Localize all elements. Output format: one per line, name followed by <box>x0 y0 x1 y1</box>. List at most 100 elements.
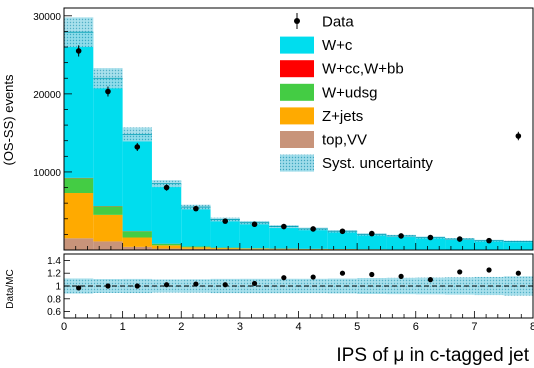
data-point <box>486 237 492 244</box>
data-point <box>427 234 434 241</box>
ratio-y-tick-label: 0.6 <box>47 307 61 318</box>
bar-top-vv <box>151 248 182 250</box>
x-tick-label: 3 <box>237 321 243 333</box>
legend-swatch-w-udsg <box>280 83 314 101</box>
bar-w-c <box>445 239 475 250</box>
y-axis-title: (OS-SS) events <box>1 74 16 166</box>
data-point <box>515 133 522 139</box>
bar-z-jets <box>181 247 211 249</box>
bar-w-udsg <box>181 246 211 248</box>
data-point <box>339 228 346 235</box>
ratio-point <box>76 285 82 291</box>
bar-w-c <box>93 78 123 207</box>
legend-swatch-w-c <box>280 36 314 54</box>
data-point <box>281 223 287 230</box>
bar-w-c <box>415 237 446 250</box>
x-tick-label: 5 <box>354 321 360 333</box>
data-point <box>222 218 229 224</box>
ratio-syst-band <box>327 278 358 294</box>
data-point <box>456 236 463 242</box>
data-point <box>193 205 199 212</box>
bar-z-jets <box>151 245 182 249</box>
ratio-axis-title: Data/MC <box>5 269 16 308</box>
ratio-point <box>339 270 346 276</box>
legend-label-syst-uncertainty: Syst. uncertainty <box>322 155 433 172</box>
legend-label-w-c: W+c <box>322 37 353 54</box>
ratio-y-tick-label: 1.4 <box>47 256 61 267</box>
bar-w-udsg <box>93 206 123 215</box>
bar-z-jets <box>210 248 240 250</box>
bar-w-c <box>474 240 504 250</box>
bar-w-c <box>327 231 358 249</box>
y-tick-label: 30000 <box>33 12 61 23</box>
bar-z-jets <box>122 237 152 247</box>
x-tick-label: 1 <box>120 321 126 333</box>
ratio-syst-band <box>503 276 533 296</box>
legend-label-w-udsg: W+udsg <box>322 84 377 101</box>
legend-marker-data <box>294 18 300 24</box>
ratio-syst-band <box>415 277 446 295</box>
bar-w-c <box>357 234 387 250</box>
bar-w-c <box>503 241 533 250</box>
data-point <box>105 88 111 95</box>
ratio-point <box>163 282 170 288</box>
bar-w-c <box>151 183 182 244</box>
data-point <box>310 226 316 232</box>
legend-swatch-z-jets <box>280 107 314 125</box>
legend-swatch-top-vv <box>280 131 314 148</box>
ratio-y-tick-label: 0.8 <box>47 294 61 305</box>
bar-w-c <box>386 235 416 250</box>
x-tick-label: 7 <box>471 321 477 333</box>
bar-top-vv <box>93 241 123 250</box>
data-point <box>398 233 404 239</box>
bar-w-c <box>298 228 328 249</box>
ratio-point <box>193 281 199 287</box>
ratio-point <box>222 282 228 288</box>
ratio-y-tick-label: 1.2 <box>47 269 61 280</box>
bar-w-c <box>181 207 211 247</box>
x-tick-label: 4 <box>295 321 301 333</box>
legend-label-top-vv: top,VV <box>322 132 367 149</box>
legend-swatch-w-cc-w-bb <box>280 60 314 78</box>
ratio-point <box>281 275 287 281</box>
x-tick-label: 6 <box>413 321 419 333</box>
data-point <box>251 221 258 228</box>
bar-w-udsg <box>151 243 182 246</box>
ratio-point <box>369 271 375 278</box>
bar-top-vv <box>64 238 94 250</box>
bar-w-c <box>210 219 240 248</box>
ratio-point <box>398 273 404 279</box>
bar-z-jets <box>64 193 94 239</box>
x-axis-title: IPS of μ in c-tagged jet <box>336 345 529 366</box>
x-tick-label: 0 <box>61 321 67 333</box>
data-point <box>163 184 170 191</box>
ratio-point <box>457 269 463 275</box>
ratio-point <box>251 280 258 287</box>
ratio-point <box>427 277 434 283</box>
stacked-histogram <box>64 32 533 250</box>
bar-z-jets <box>239 248 270 250</box>
bar-w-udsg <box>64 178 94 194</box>
ratio-point <box>134 283 140 289</box>
ratio-point <box>486 267 492 273</box>
x-tick-label: 8 <box>530 321 534 333</box>
legend-label-data: Data <box>322 14 354 31</box>
bar-w-udsg <box>122 231 152 238</box>
y-tick-label: 10000 <box>33 168 61 179</box>
legend-label-w-cc-w-bb: W+cc,W+bb <box>322 61 404 78</box>
bar-top-vv <box>122 246 152 250</box>
bar-z-jets <box>93 214 123 242</box>
legend-label-z-jets: Z+jets <box>322 108 363 125</box>
legend: Data W+c W+cc,W+bb W+udsg Z+jets top,VV Syst. … <box>280 13 433 172</box>
bar-w-c <box>269 226 299 249</box>
ratio-point <box>515 270 521 276</box>
bar-top-vv <box>181 248 211 250</box>
y-tick-label: 20000 <box>33 90 61 101</box>
data-points <box>75 45 522 244</box>
data-point <box>75 48 82 54</box>
ratio-point <box>105 283 111 289</box>
ratio-panel <box>64 267 533 296</box>
ratio-point <box>310 274 316 280</box>
